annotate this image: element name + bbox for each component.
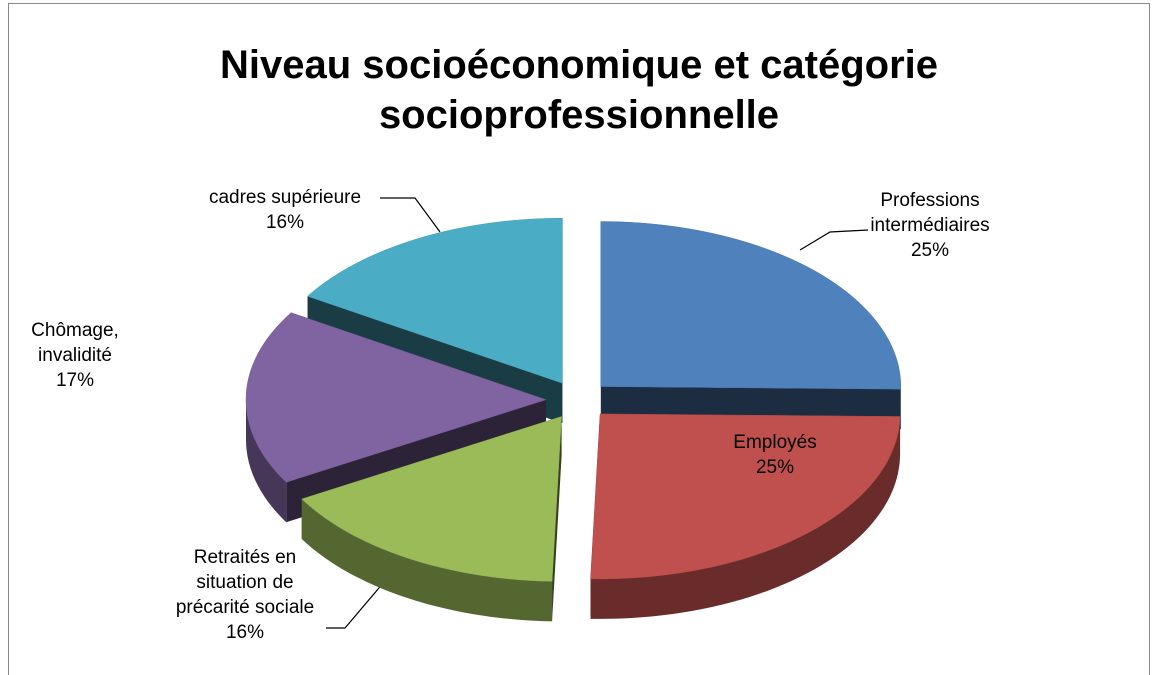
value-label: 16% [225, 622, 265, 643]
slice-side [301, 498, 553, 622]
slice-top [590, 413, 901, 580]
data-label: Employés 25% [685, 430, 865, 480]
slice-side [590, 416, 901, 619]
slice-top [600, 221, 902, 390]
category-label: Chômage, invalidité [31, 319, 119, 366]
pie-slice [301, 416, 562, 622]
leader-lines [326, 197, 869, 629]
value-label: 17% [55, 369, 95, 391]
chart-frame [8, 3, 1150, 675]
chart-title: Niveau socioéconomique et catégorie soci… [220, 43, 938, 137]
slice-side [246, 399, 287, 523]
slice-top [245, 312, 547, 483]
category-label: Retraités en situation de précarité soci… [175, 547, 315, 618]
value-label: 16% [265, 212, 305, 233]
slice-top [307, 217, 563, 384]
data-label: Chômage, invalidité 17% [15, 318, 135, 393]
slice-wall [552, 416, 562, 622]
value-label: 25% [755, 457, 795, 478]
category-label: Professions intermédiaires [870, 189, 990, 236]
category-label: Employés [733, 432, 817, 453]
category-label: cadres supérieure [208, 187, 362, 208]
value-label: 25% [910, 239, 950, 261]
data-label: Retraités en situation de précarité soci… [160, 545, 330, 645]
data-label: Professions intermédiaires 25% [850, 188, 1010, 263]
data-label: cadres supérieure 16% [195, 185, 375, 235]
slice-top [301, 416, 562, 582]
pie-slice [590, 413, 901, 619]
